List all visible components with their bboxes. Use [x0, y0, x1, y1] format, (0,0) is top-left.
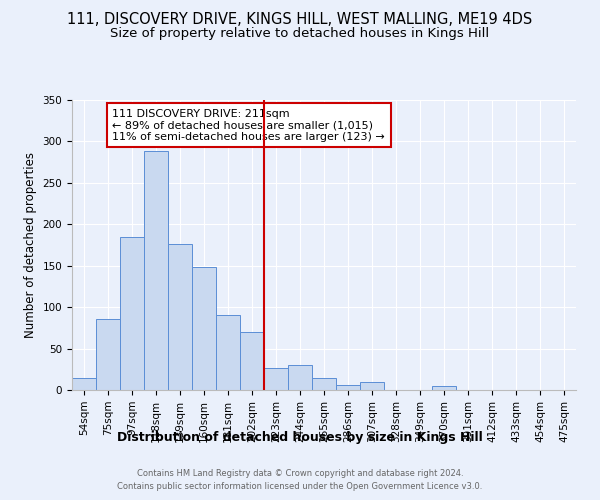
Text: 111 DISCOVERY DRIVE: 211sqm
← 89% of detached houses are smaller (1,015)
11% of : 111 DISCOVERY DRIVE: 211sqm ← 89% of det… — [112, 108, 385, 142]
Bar — [432, 386, 456, 390]
Bar — [168, 244, 192, 390]
Bar — [240, 332, 264, 390]
Bar — [336, 385, 360, 390]
Bar — [312, 378, 336, 390]
Text: 111, DISCOVERY DRIVE, KINGS HILL, WEST MALLING, ME19 4DS: 111, DISCOVERY DRIVE, KINGS HILL, WEST M… — [67, 12, 533, 28]
Text: Distribution of detached houses by size in Kings Hill: Distribution of detached houses by size … — [117, 431, 483, 444]
Text: Contains HM Land Registry data © Crown copyright and database right 2024.: Contains HM Land Registry data © Crown c… — [137, 468, 463, 477]
Bar — [96, 318, 120, 390]
Bar — [288, 365, 312, 390]
Bar — [216, 314, 240, 390]
Text: Size of property relative to detached houses in Kings Hill: Size of property relative to detached ho… — [110, 28, 490, 40]
Y-axis label: Number of detached properties: Number of detached properties — [24, 152, 37, 338]
Text: Contains public sector information licensed under the Open Government Licence v3: Contains public sector information licen… — [118, 482, 482, 491]
Bar — [72, 378, 96, 390]
Bar — [192, 268, 216, 390]
Bar — [264, 368, 288, 390]
Bar — [360, 382, 384, 390]
Bar — [120, 236, 144, 390]
Bar — [144, 152, 168, 390]
